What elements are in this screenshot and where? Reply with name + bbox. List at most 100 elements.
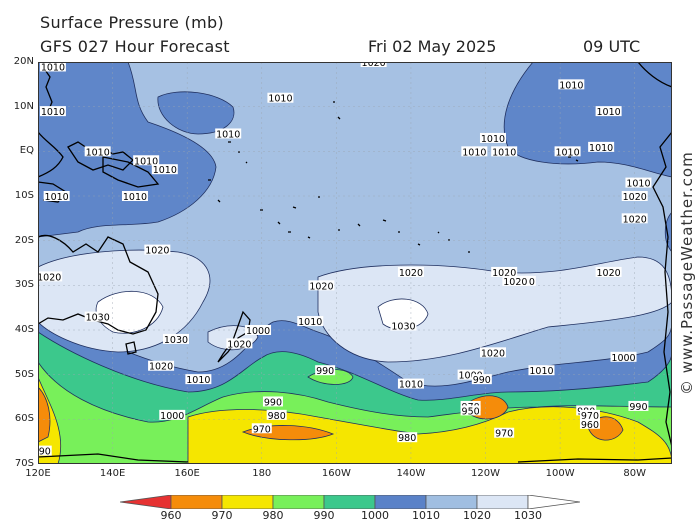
isobar-label-bg [595, 106, 622, 117]
isobar-label: 1020 [502, 275, 529, 288]
latitude-label: 20S [14, 234, 34, 246]
isobar-label: 990 [262, 396, 283, 408]
legend-label: 970 [211, 509, 233, 522]
isobar-label: 1000 [245, 325, 272, 337]
isobar-label: 1020 [38, 271, 63, 283]
isobar-label: 1010 [121, 191, 148, 203]
isobar-label: 980 [397, 432, 418, 444]
isobar-label-bg [38, 271, 63, 282]
isobar-label: 1010 [39, 106, 66, 118]
isobar-label: 1010 [588, 141, 615, 154]
legend-swatch [527, 494, 581, 510]
isobar-label-bg [38, 445, 52, 456]
isobar-value: 960 [581, 420, 599, 431]
isobar-value: 1020 [503, 277, 527, 288]
isobar-value: 990 [264, 397, 282, 408]
band-1000-1010 [157, 91, 235, 135]
isobar-label: 1010 [84, 146, 111, 158]
isobar-label-bg [185, 374, 212, 385]
legend-swatch [170, 494, 223, 510]
isobar-label-bg [251, 423, 272, 434]
isobar-label-bg [39, 106, 66, 117]
isobar-value: 1020 [145, 246, 169, 257]
isobar-label: 1010 [461, 146, 488, 158]
isobar-label-bg [588, 141, 615, 152]
isobar-label: 1000 [610, 351, 637, 364]
isobar-label-bg [558, 79, 585, 90]
isobar-label: 1020 [595, 266, 622, 279]
isobar-label-bg [245, 325, 272, 335]
latitude-label: 50S [14, 368, 34, 380]
isobar-value: 1010 [41, 62, 65, 73]
isobar-label: 1030 [390, 320, 417, 333]
isobar-label: 1020 [148, 360, 175, 373]
isobar-label-bg [215, 128, 242, 139]
isobar-label-bg [625, 177, 652, 188]
isobar-label: 970 [579, 409, 600, 422]
isobar-value: 970 [495, 429, 513, 440]
latitude-label: 70S [14, 458, 34, 469]
isobar-label: 1010 [39, 62, 66, 73]
legend-label: 1030 [514, 509, 542, 522]
isobar-value: 1010 [555, 147, 579, 158]
pressure-map[interactable]: 1020 1010 1010 1010 1010 1010 1010 1010 1010 1010… [38, 62, 672, 464]
isobar-label-bg [491, 146, 518, 157]
latitude-label: 60S [14, 413, 34, 425]
isobar-value: 1010 [45, 192, 69, 203]
isobar-value: 1010 [559, 80, 583, 91]
isobar-label-bg [397, 378, 424, 389]
legend-label: 1010 [412, 509, 440, 522]
isobar-label-bg [43, 191, 70, 201]
isobar-label: 990 [38, 445, 52, 458]
isobar-value: 1010 [589, 143, 613, 154]
legend-swatch [119, 494, 172, 510]
isobar-label: 1020 [308, 280, 335, 292]
isobar-label: 980 [266, 409, 287, 422]
isobar-label: 1020 [226, 338, 253, 350]
isobar-value: 1000 [459, 371, 483, 382]
isobar-label-bg [390, 320, 417, 331]
latitude-label: 10N [13, 100, 34, 112]
isobar-value: 1010 [186, 375, 210, 386]
isobar-label-bg [84, 146, 111, 157]
forecast-subtitle: GFS 027 Hour Forecast [40, 37, 230, 56]
longitude-label: 160W [321, 468, 351, 479]
isobar-label-bg [151, 164, 178, 175]
isobar-label: 1010 [215, 128, 242, 140]
isobar-label-bg [297, 316, 324, 327]
isobar-label-bg [308, 280, 335, 291]
isobar-label: 1010 [558, 79, 585, 91]
isobar-value: 1020 [597, 268, 621, 279]
isobar-value: 980 [398, 433, 416, 444]
isobar-label: 1020 [621, 213, 648, 225]
isobar-label-bg [579, 409, 600, 420]
isobar-label-bg [528, 365, 555, 376]
isobar-label: 990 [628, 400, 649, 413]
isobar-label: 1030 [84, 311, 111, 324]
isobar-label: 1020 [491, 266, 518, 279]
legend-label: 960 [160, 509, 182, 522]
isobar-value: 1010 [597, 107, 621, 118]
isobar-label: 970 [494, 427, 515, 440]
isobar-label: 960 [579, 418, 600, 431]
legend-label: 990 [313, 509, 335, 522]
forecast-time: 09 UTC [583, 37, 641, 56]
isobar-value: 1010 [626, 179, 650, 190]
longitude-label: 120E [25, 468, 51, 479]
isobar-label-bg [579, 418, 600, 429]
latitude-label: EQ [19, 145, 34, 157]
isobar-value: 1020 [623, 192, 647, 203]
isobar-value: 1020 [492, 268, 516, 279]
isobar-label-bg [494, 427, 515, 438]
isobar-label-bg [39, 62, 66, 72]
isobar-label: 1010 [479, 132, 506, 145]
isobar-label: 1000 [457, 369, 484, 382]
isobar-label-bg [162, 333, 189, 344]
isobar-label-bg [267, 92, 294, 103]
isobar-label: 1010 [528, 365, 555, 377]
isobar-value: 1000 [611, 353, 635, 364]
isobar-value: 1010 [134, 156, 158, 167]
isobar-value: 1000 [160, 411, 184, 422]
isobar-label: 990 [315, 365, 336, 377]
isobar-value: 1000 [246, 326, 270, 337]
